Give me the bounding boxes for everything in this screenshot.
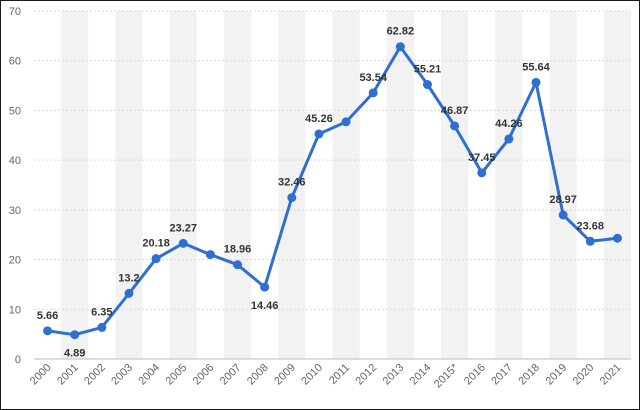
x-tick-label: 2007: [218, 362, 244, 388]
column-band: [278, 11, 306, 359]
x-tick-label: 2000: [28, 362, 54, 388]
x-tick-label: 2018: [516, 362, 542, 388]
data-point: [450, 121, 460, 131]
x-tick-label: 2009: [272, 362, 298, 388]
y-tick-label: 60: [9, 56, 21, 68]
data-label: 13.2: [118, 272, 139, 284]
x-tick-label: 2002: [82, 362, 108, 388]
data-point: [477, 168, 487, 178]
data-label: 37.45: [468, 152, 496, 164]
y-tick-label: 70: [9, 6, 21, 18]
data-label: 44.26: [495, 118, 523, 130]
column-band: [115, 11, 143, 359]
column-band: [386, 11, 414, 359]
data-label: 5.66: [37, 310, 58, 322]
column-band: [441, 11, 469, 359]
data-point: [233, 260, 243, 270]
data-point: [178, 238, 188, 248]
x-tick-label: 2006: [191, 362, 217, 388]
x-tick-label: 2021: [598, 362, 624, 388]
column-band: [223, 11, 252, 359]
data-label: 32.46: [278, 177, 306, 189]
data-point: [205, 250, 215, 260]
data-label: 23.27: [169, 222, 197, 234]
data-label: 6.35: [91, 306, 112, 318]
y-tick-label: 20: [9, 255, 21, 267]
x-axis-ticks: 2000 2001 2002 2003 2004 2005 2006 2007 2008 2009…: [28, 361, 624, 390]
column-band: [549, 11, 577, 359]
data-point: [395, 42, 405, 52]
x-tick-label: 2020: [571, 362, 597, 388]
y-tick-label: 10: [9, 304, 21, 316]
column-bands: [61, 11, 631, 359]
y-tick-label: 40: [9, 155, 21, 167]
data-label: 20.18: [142, 238, 170, 250]
data-labels: 5.66 4.89 6.35 13.2 20.18 23.27 18.96 14.46 32.4…: [37, 26, 604, 360]
data-point: [287, 193, 297, 203]
column-band: [495, 11, 523, 359]
column-band: [603, 11, 631, 359]
x-tick-label: 2003: [109, 362, 135, 388]
y-tick-label: 30: [9, 205, 21, 217]
data-point: [314, 129, 324, 139]
x-tick-label: 2013: [381, 362, 407, 388]
data-point: [422, 80, 432, 90]
x-tick-label: 2005: [164, 362, 190, 388]
x-tick-label: 2014: [408, 362, 434, 388]
data-point: [124, 288, 134, 298]
y-axis-ticks: 0 10 20 30 40 50 60 70: [9, 6, 21, 366]
data-point: [368, 88, 378, 98]
x-tick-label: 2016: [462, 362, 488, 388]
data-label: 53.54: [359, 72, 387, 84]
data-point: [585, 236, 595, 246]
data-points: [43, 42, 622, 340]
data-label: 62.82: [387, 26, 415, 38]
x-tick-label: 2015*: [432, 361, 461, 390]
data-label: 45.26: [305, 113, 333, 125]
x-tick-label: 2012: [354, 362, 380, 388]
data-point: [612, 233, 622, 243]
data-label: 4.89: [64, 348, 85, 360]
data-label: 23.68: [577, 220, 605, 232]
series-line: [47, 45, 618, 337]
y-tick-label: 0: [15, 354, 21, 366]
data-label: 55.21: [414, 64, 442, 76]
data-label: 46.87: [441, 105, 469, 117]
x-tick-label: 2019: [543, 362, 569, 388]
x-tick-label: 2010: [299, 362, 325, 388]
data-point: [151, 254, 161, 264]
x-tick-label: 2011: [327, 362, 352, 387]
data-point: [504, 134, 514, 144]
data-label: 18.96: [224, 244, 252, 256]
column-band: [169, 11, 197, 359]
data-label: 14.46: [251, 300, 279, 312]
data-point: [97, 322, 107, 332]
data-label: 55.64: [522, 61, 550, 73]
data-label: 28.97: [549, 194, 577, 206]
data-point: [558, 210, 568, 220]
x-tick-label: 2004: [136, 362, 162, 388]
data-point: [70, 330, 80, 340]
y-tick-label: 50: [9, 105, 21, 117]
column-band: [332, 11, 360, 359]
data-point: [341, 117, 351, 127]
data-point: [260, 282, 270, 292]
column-band: [61, 11, 89, 359]
data-point: [531, 77, 541, 87]
x-tick-label: 2017: [489, 362, 515, 388]
x-tick-label: 2001: [55, 362, 81, 388]
gridlines: [34, 10, 631, 360]
x-tick-label: 2008: [245, 362, 271, 388]
data-point: [43, 326, 53, 336]
